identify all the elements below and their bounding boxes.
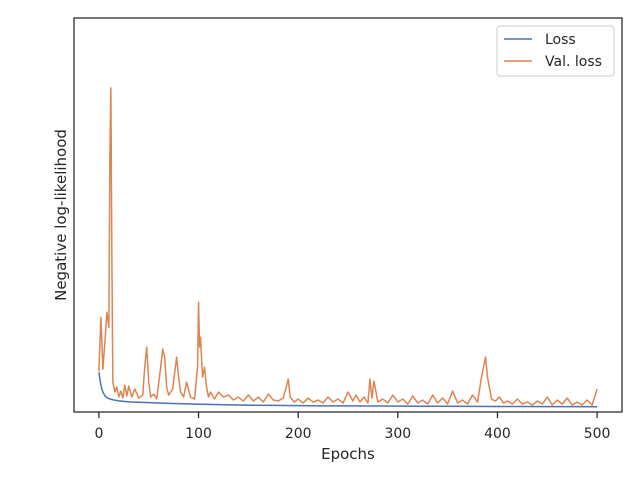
x-tick-label: 200	[285, 426, 312, 442]
legend-label-1: Loss	[545, 32, 576, 48]
series-line-1	[98, 371, 598, 408]
plot-area	[73, 17, 623, 413]
x-tick-label: 100	[185, 426, 212, 442]
x-axis-ticks: 0 100 200 300 400 500	[94, 412, 610, 442]
series-lines	[98, 87, 598, 408]
x-tick-label: 300	[384, 426, 411, 442]
x-axis-label: Epochs	[321, 445, 375, 463]
legend-label-2: Val. loss	[545, 54, 602, 70]
x-tick-label: 0	[94, 426, 103, 442]
series-line-2	[98, 87, 598, 406]
x-tick-label: 400	[484, 426, 511, 442]
x-tick-label: 500	[584, 426, 611, 442]
legend: Loss Val. loss	[496, 25, 615, 77]
y-axis-label: Negative log-likelihood	[52, 129, 70, 301]
